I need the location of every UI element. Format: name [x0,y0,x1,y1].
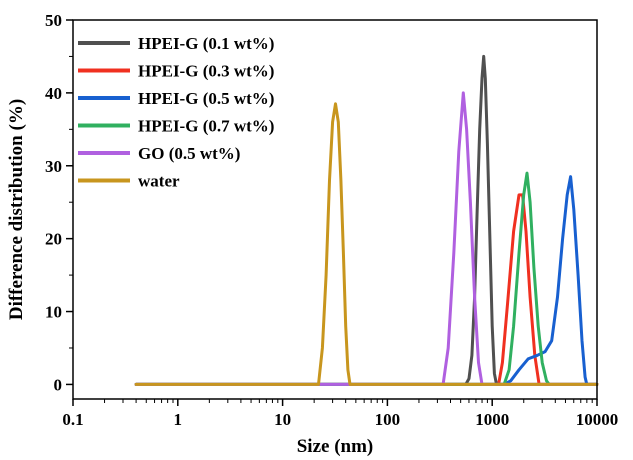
y-tick-label: 50 [45,11,62,30]
legend-label: HPEI-G (0.3 wt%) [138,62,274,81]
x-tick-label: 10000 [576,410,619,429]
legend-label: HPEI-G (0.1 wt%) [138,34,274,53]
series-line-3 [134,175,599,386]
series-line-5 [134,91,599,386]
y-tick-label: 40 [45,84,62,103]
legend-label: water [138,172,180,191]
plot-area [134,54,599,386]
legend-label: GO (0.5 wt%) [138,144,240,163]
series-line-2 [134,193,599,386]
x-tick-label: 1000 [475,410,509,429]
x-axis-title: Size (nm) [297,436,374,457]
series-line-1 [134,54,599,386]
axes: 0.1 1 10 100 1000 10000 0 10 20 30 40 50 [45,11,618,429]
y-tick-label: 30 [45,157,62,176]
x-tick-label: 10 [274,410,291,429]
y-tick-label: 10 [45,303,62,322]
x-tick-label: 100 [375,410,401,429]
legend-label: HPEI-G (0.5 wt%) [138,89,274,108]
plot-frame [72,19,598,400]
x-tick-label: 1 [174,410,183,429]
y-axis-title: Difference distribution (%) [6,99,27,320]
y-tick-label: 20 [45,230,62,249]
x-tick-label: 0.1 [62,410,83,429]
legend: HPEI-G (0.1 wt%) HPEI-G (0.3 wt%) HPEI-G (… [78,34,274,191]
series-line-4 [134,171,599,386]
series-line-6 [134,102,599,386]
y-tick-label: 0 [54,375,63,394]
legend-label: HPEI-G (0.7 wt%) [138,117,274,136]
